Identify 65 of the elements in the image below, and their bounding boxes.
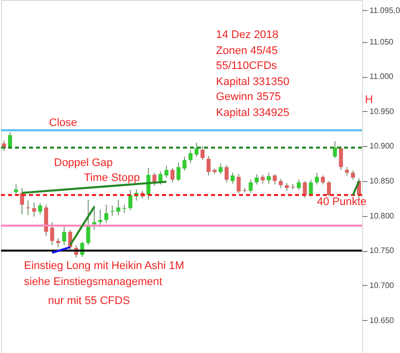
y-tick-label: 11.095,0 xyxy=(370,6,400,15)
candlestick xyxy=(182,156,187,172)
ref-line-label: Close xyxy=(49,117,78,130)
y-tick-label: 11.000 xyxy=(370,72,394,82)
candlestick xyxy=(350,170,355,180)
candlestick xyxy=(296,179,301,191)
y-tick-label: 10.950 xyxy=(370,106,395,116)
candlestick xyxy=(158,170,162,186)
candlestick xyxy=(272,174,277,186)
annotation: Doppel Gap xyxy=(54,157,113,169)
y-tick-label: 10.800 xyxy=(370,211,395,220)
candlestick xyxy=(278,178,283,188)
text: H xyxy=(365,94,373,106)
candlestick xyxy=(200,146,205,161)
annotation: Einstieg Long mit Heikin Ashi 1M xyxy=(24,260,184,272)
candlestick xyxy=(38,202,42,215)
candlestick xyxy=(338,146,343,170)
candlestick xyxy=(254,174,259,186)
annotation: 14 Dez 2018 xyxy=(216,29,278,41)
annotation: Kapital 331350 xyxy=(216,76,290,88)
y-tick-label: 10.850 xyxy=(370,176,395,186)
candlestick xyxy=(332,140,337,159)
candlestick xyxy=(86,199,90,246)
candlestick xyxy=(170,167,174,183)
candlestick xyxy=(194,142,199,158)
y-tick-label: 10.750 xyxy=(370,246,395,256)
candlestick xyxy=(302,180,307,198)
annotation: siehe Einstiegsmanagement xyxy=(24,276,162,288)
annotation: 55/110CFDs xyxy=(216,60,278,72)
candlestick xyxy=(50,222,54,246)
candlestick xyxy=(320,174,325,186)
candlestick xyxy=(104,204,108,224)
candlestick xyxy=(92,204,96,230)
annotation: nur mit 55 CFDS xyxy=(48,295,130,307)
y-tick-label: 10.650 xyxy=(370,316,395,325)
annotation: Time Stopp xyxy=(84,172,140,184)
candlestick xyxy=(260,174,265,184)
candlestick xyxy=(32,202,36,218)
candlestick xyxy=(326,180,331,197)
candlestick xyxy=(62,224,66,246)
candlestick xyxy=(164,165,168,178)
y-tick-label: 11.050 xyxy=(370,37,394,46)
y-tick-label: 10.900 xyxy=(370,142,395,151)
candlestick xyxy=(98,209,102,228)
candlestick xyxy=(308,179,313,197)
candlestick xyxy=(224,164,229,183)
candlestick xyxy=(116,199,120,216)
candlestick xyxy=(128,190,132,211)
candlestick xyxy=(56,238,60,248)
candlestick xyxy=(236,174,241,194)
candlestick xyxy=(314,172,319,186)
candlestick xyxy=(122,204,126,214)
candlestick xyxy=(218,163,223,175)
annotation: Gewinn 3575 xyxy=(216,91,281,103)
annotation: Kapital 334925 xyxy=(216,107,290,119)
y-tick-label: 10.700 xyxy=(370,280,395,290)
candlestick xyxy=(206,155,211,176)
candlestick xyxy=(248,179,253,194)
candlestick xyxy=(188,150,193,164)
candlestick xyxy=(176,162,180,182)
candlestick xyxy=(266,172,271,184)
annotation: Zonen 45/45 xyxy=(216,45,278,57)
candlestick xyxy=(8,132,12,150)
annotation: 40 Punkte xyxy=(317,196,367,208)
candlestick xyxy=(230,172,235,184)
